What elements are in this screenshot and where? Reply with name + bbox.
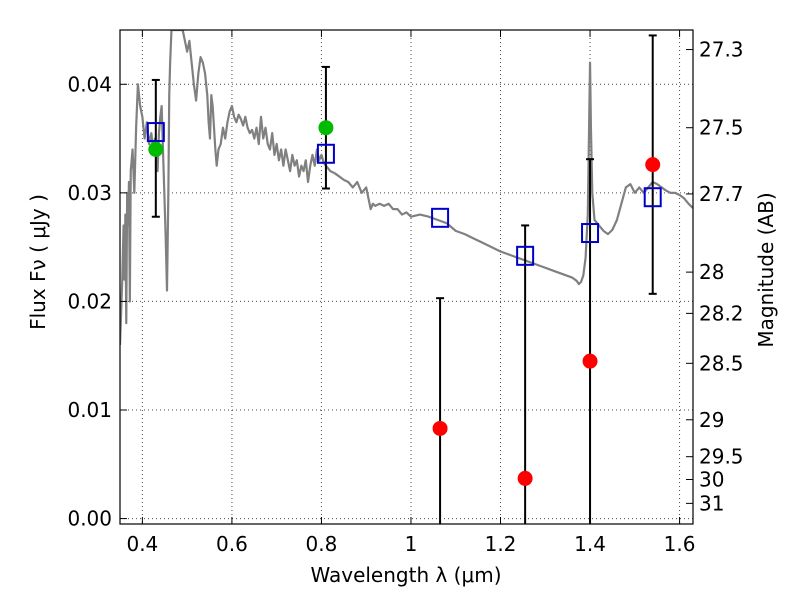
- x-axis-label: Wavelength λ (μm): [310, 563, 501, 587]
- x-tick-label: 0.4: [126, 532, 158, 556]
- model-spectrum-line: [120, 30, 693, 345]
- y-tick-label: 0.01: [67, 398, 112, 422]
- y-tick-label: 0.02: [67, 289, 112, 313]
- y-axis-label-right: Magnitude (AB): [754, 192, 778, 347]
- model-flux-square: [146, 122, 165, 143]
- x-tick-label: 1.2: [485, 532, 517, 556]
- right-tick-label: 29.5: [699, 445, 744, 469]
- observed-flux-point-green: [318, 120, 334, 136]
- right-tick-label: 31: [699, 491, 724, 515]
- right-tick-label: 27.5: [699, 116, 744, 140]
- y-axis-label-left: Flux Fν ( μJy ): [26, 194, 50, 330]
- model-flux-square: [431, 207, 450, 228]
- x-tick-label: 0.8: [306, 532, 338, 556]
- plot-frame: [119, 29, 694, 525]
- right-tick-label: 28: [699, 260, 724, 284]
- observed-flux-point-green: [148, 141, 164, 157]
- observed-flux-point-red: [645, 157, 661, 173]
- model-flux-square: [643, 187, 662, 208]
- right-tick-label: 29: [699, 408, 724, 432]
- grid: [120, 30, 693, 524]
- x-tick-label: 0.6: [216, 532, 248, 556]
- axis-ticks: 0.4 0.6 0.8 1 1.2 1.4 1.6 0.00 0.01 0.02 0.03 0.04 2…: [67, 30, 744, 556]
- model-flux-square: [516, 245, 535, 266]
- model-flux-square: [316, 143, 335, 164]
- observed-flux-point-red: [582, 353, 598, 369]
- right-tick-label: 27.7: [699, 182, 744, 206]
- observed-flux-point-red: [517, 470, 533, 486]
- right-tick-label: 28.5: [699, 351, 744, 375]
- right-tick-label: 28.2: [699, 301, 744, 325]
- right-tick-label: 30: [699, 467, 724, 491]
- x-tick-label: 1.6: [664, 532, 696, 556]
- x-tick-label: 1.4: [574, 532, 606, 556]
- x-tick-label: 1: [405, 532, 418, 556]
- model-flux-square: [581, 223, 600, 244]
- right-tick-label: 27.3: [699, 38, 744, 62]
- plot-area: [120, 30, 693, 524]
- y-tick-label: 0.00: [67, 507, 112, 531]
- y-tick-label: 0.04: [67, 72, 112, 96]
- y-tick-label: 0.03: [67, 181, 112, 205]
- observed-flux-point-red: [432, 420, 448, 436]
